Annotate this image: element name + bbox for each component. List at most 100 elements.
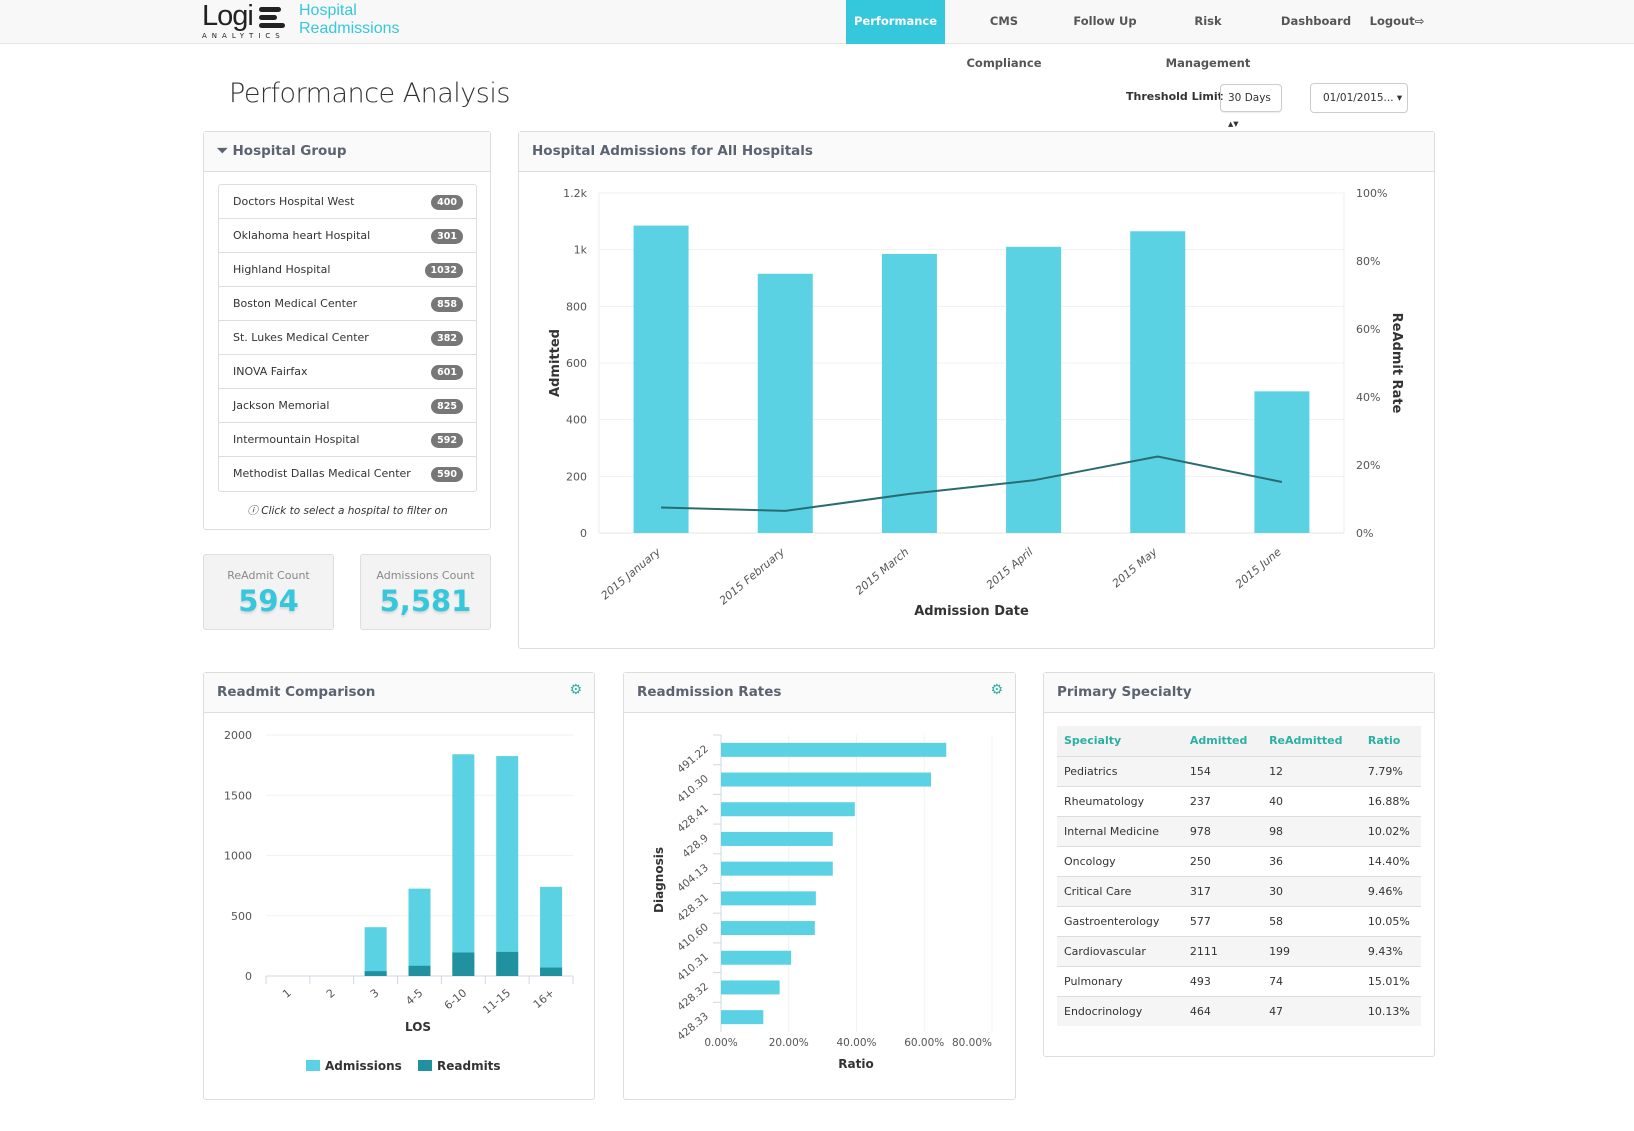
hospital-list-item[interactable]: INOVA Fairfax 601 bbox=[219, 355, 476, 389]
table-cell: 317 bbox=[1182, 876, 1263, 907]
kpi-label: ReAdmit Count bbox=[227, 569, 310, 582]
table-cell: 10.13% bbox=[1360, 996, 1421, 1026]
count-badge: 1032 bbox=[424, 263, 463, 278]
table-cell: Cardiovascular bbox=[1057, 936, 1183, 967]
table-cell: 12 bbox=[1262, 756, 1361, 787]
primary-specialty-panel: Primary Specialty Specialty Admitted ReAdm… bbox=[1043, 672, 1435, 1057]
hospital-name: Highland Hospital bbox=[233, 263, 331, 276]
nav-logout[interactable]: Logout⇨ bbox=[1369, 14, 1425, 28]
column-header[interactable]: Admitted bbox=[1182, 726, 1263, 757]
count-badge: 601 bbox=[431, 365, 463, 380]
table-cell: 250 bbox=[1182, 846, 1263, 877]
kpi-value: 5,581 bbox=[379, 584, 472, 618]
threshold-label: Threshold Limit bbox=[1126, 90, 1223, 103]
column-header[interactable]: Ratio bbox=[1360, 726, 1421, 757]
table-cell: 237 bbox=[1182, 786, 1263, 817]
readmit-count-card: ReAdmit Count 594 bbox=[203, 554, 334, 630]
gears-settings-icon[interactable]: ⚙ bbox=[569, 682, 582, 698]
hospital-name: Boston Medical Center bbox=[233, 297, 358, 310]
count-badge: 590 bbox=[431, 467, 463, 482]
logi-analytics-logo[interactable]: Logi ANALYTICS bbox=[202, 0, 292, 42]
gears-settings-icon[interactable]: ⚙ bbox=[990, 682, 1003, 698]
hospital-group-panel: ⏷ Hospital Group Doctors Hospital West 40… bbox=[203, 131, 491, 530]
count-badge: 382 bbox=[431, 331, 463, 346]
panel-title: Hospital Admissions for All Hospitals bbox=[519, 132, 1434, 172]
hospital-list-item[interactable]: Doctors Hospital West 400 bbox=[219, 185, 476, 219]
nav-performance[interactable]: Performance bbox=[846, 0, 945, 44]
panel-title: Readmit Comparison bbox=[204, 673, 594, 713]
table-row: Pediatrics 154 12 7.79% bbox=[1057, 756, 1421, 787]
table-row: Gastroenterology 577 58 10.05% bbox=[1057, 906, 1421, 937]
hospital-list-item[interactable]: Intermountain Hospital 592 bbox=[219, 423, 476, 457]
hint-text: Click to select a hospital to filter on bbox=[261, 505, 448, 517]
table-cell: 7.79% bbox=[1360, 756, 1421, 787]
nav-risk-management[interactable]: Risk Management bbox=[1165, 14, 1251, 70]
info-icon: ⓘ bbox=[247, 505, 262, 517]
specialty-table: Specialty Admitted ReAdmitted Ratio Pediatri… bbox=[1057, 726, 1421, 1026]
filter-icon: ⏷ bbox=[217, 143, 233, 159]
date-range-dropdown[interactable]: 01/01/2015... ▾ bbox=[1310, 83, 1408, 113]
table-row: Endocrinology 464 47 10.13% bbox=[1057, 996, 1421, 1026]
column-header[interactable]: ReAdmitted bbox=[1262, 726, 1361, 757]
count-badge: 825 bbox=[431, 399, 463, 414]
table-cell: 58 bbox=[1262, 906, 1361, 937]
top-navbar: Logi ANALYTICS Hospital Readmissions Per… bbox=[0, 0, 1634, 70]
table-cell: 10.05% bbox=[1360, 906, 1421, 937]
table-header-row: Specialty Admitted ReAdmitted Ratio bbox=[1057, 726, 1421, 757]
table-row: Critical Care 317 30 9.46% bbox=[1057, 876, 1421, 907]
hospital-list-item[interactable]: Jackson Memorial 825 bbox=[219, 389, 476, 423]
hospital-name: Methodist Dallas Medical Center bbox=[233, 467, 411, 480]
threshold-select[interactable]: 30 Days ▴▾ bbox=[1220, 84, 1282, 130]
table-cell: Internal Medicine bbox=[1057, 816, 1183, 847]
count-badge: 592 bbox=[431, 433, 463, 448]
table-cell: 74 bbox=[1262, 966, 1361, 997]
table-cell: 30 bbox=[1262, 876, 1361, 907]
readmission-rates-panel: Readmission Rates ⚙ bbox=[623, 672, 1016, 1100]
table-cell: 493 bbox=[1182, 966, 1263, 997]
count-badge: 301 bbox=[431, 229, 463, 244]
table-cell: 47 bbox=[1262, 996, 1361, 1026]
logo-subtext: ANALYTICS bbox=[202, 32, 285, 40]
table-cell: 978 bbox=[1182, 816, 1263, 847]
kpi-value: 594 bbox=[238, 584, 299, 618]
nav-cms-compliance[interactable]: CMS Compliance bbox=[966, 14, 1042, 70]
table-cell: 9.46% bbox=[1360, 876, 1421, 907]
table-cell: 577 bbox=[1182, 906, 1263, 937]
table-cell: 10.02% bbox=[1360, 816, 1421, 847]
table-cell: Critical Care bbox=[1057, 876, 1183, 907]
hospital-group-header: ⏷ Hospital Group bbox=[204, 132, 490, 172]
hospital-name: Intermountain Hospital bbox=[233, 433, 360, 446]
table-cell: Gastroenterology bbox=[1057, 906, 1183, 937]
table-cell: 15.01% bbox=[1360, 966, 1421, 997]
column-header[interactable]: Specialty bbox=[1057, 726, 1183, 757]
app-title-line2: Readmissions bbox=[299, 20, 400, 37]
nav-follow-up[interactable]: Follow Up bbox=[1073, 14, 1137, 28]
hospital-list: Doctors Hospital West 400 Oklahoma heart H… bbox=[218, 184, 477, 492]
hospital-list-item[interactable]: Methodist Dallas Medical Center 590 bbox=[219, 457, 476, 491]
hospital-name: Jackson Memorial bbox=[233, 399, 330, 412]
table-row: Rheumatology 237 40 16.88% bbox=[1057, 786, 1421, 817]
hospital-name: Oklahoma heart Hospital bbox=[233, 229, 371, 242]
table-row: Oncology 250 36 14.40% bbox=[1057, 846, 1421, 877]
table-cell: 40 bbox=[1262, 786, 1361, 817]
table-cell: 14.40% bbox=[1360, 846, 1421, 877]
hospital-name: INOVA Fairfax bbox=[233, 365, 308, 378]
hospital-list-item[interactable]: Boston Medical Center 858 bbox=[219, 287, 476, 321]
panel-title: Readmission Rates bbox=[624, 673, 1015, 713]
table-cell: Endocrinology bbox=[1057, 996, 1183, 1026]
panel-title: Hospital Group bbox=[232, 143, 347, 159]
logo-bars-icon bbox=[259, 7, 285, 31]
nav-dashboard[interactable]: Dashboard bbox=[1280, 14, 1352, 28]
table-cell: 16.88% bbox=[1360, 786, 1421, 817]
hospital-list-item[interactable]: St. Lukes Medical Center 382 bbox=[219, 321, 476, 355]
table-row: Pulmonary 493 74 15.01% bbox=[1057, 966, 1421, 997]
table-cell: 98 bbox=[1262, 816, 1361, 847]
app-title: Hospital Readmissions bbox=[299, 2, 399, 38]
count-badge: 400 bbox=[431, 195, 463, 210]
kpi-label: Admissions Count bbox=[376, 569, 475, 582]
panel-title: Primary Specialty bbox=[1044, 673, 1434, 713]
hospital-list-item[interactable]: Oklahoma heart Hospital 301 bbox=[219, 219, 476, 253]
table-cell: Pediatrics bbox=[1057, 756, 1183, 787]
admissions-count-card: Admissions Count 5,581 bbox=[360, 554, 491, 630]
hospital-list-item[interactable]: Highland Hospital 1032 bbox=[219, 253, 476, 287]
